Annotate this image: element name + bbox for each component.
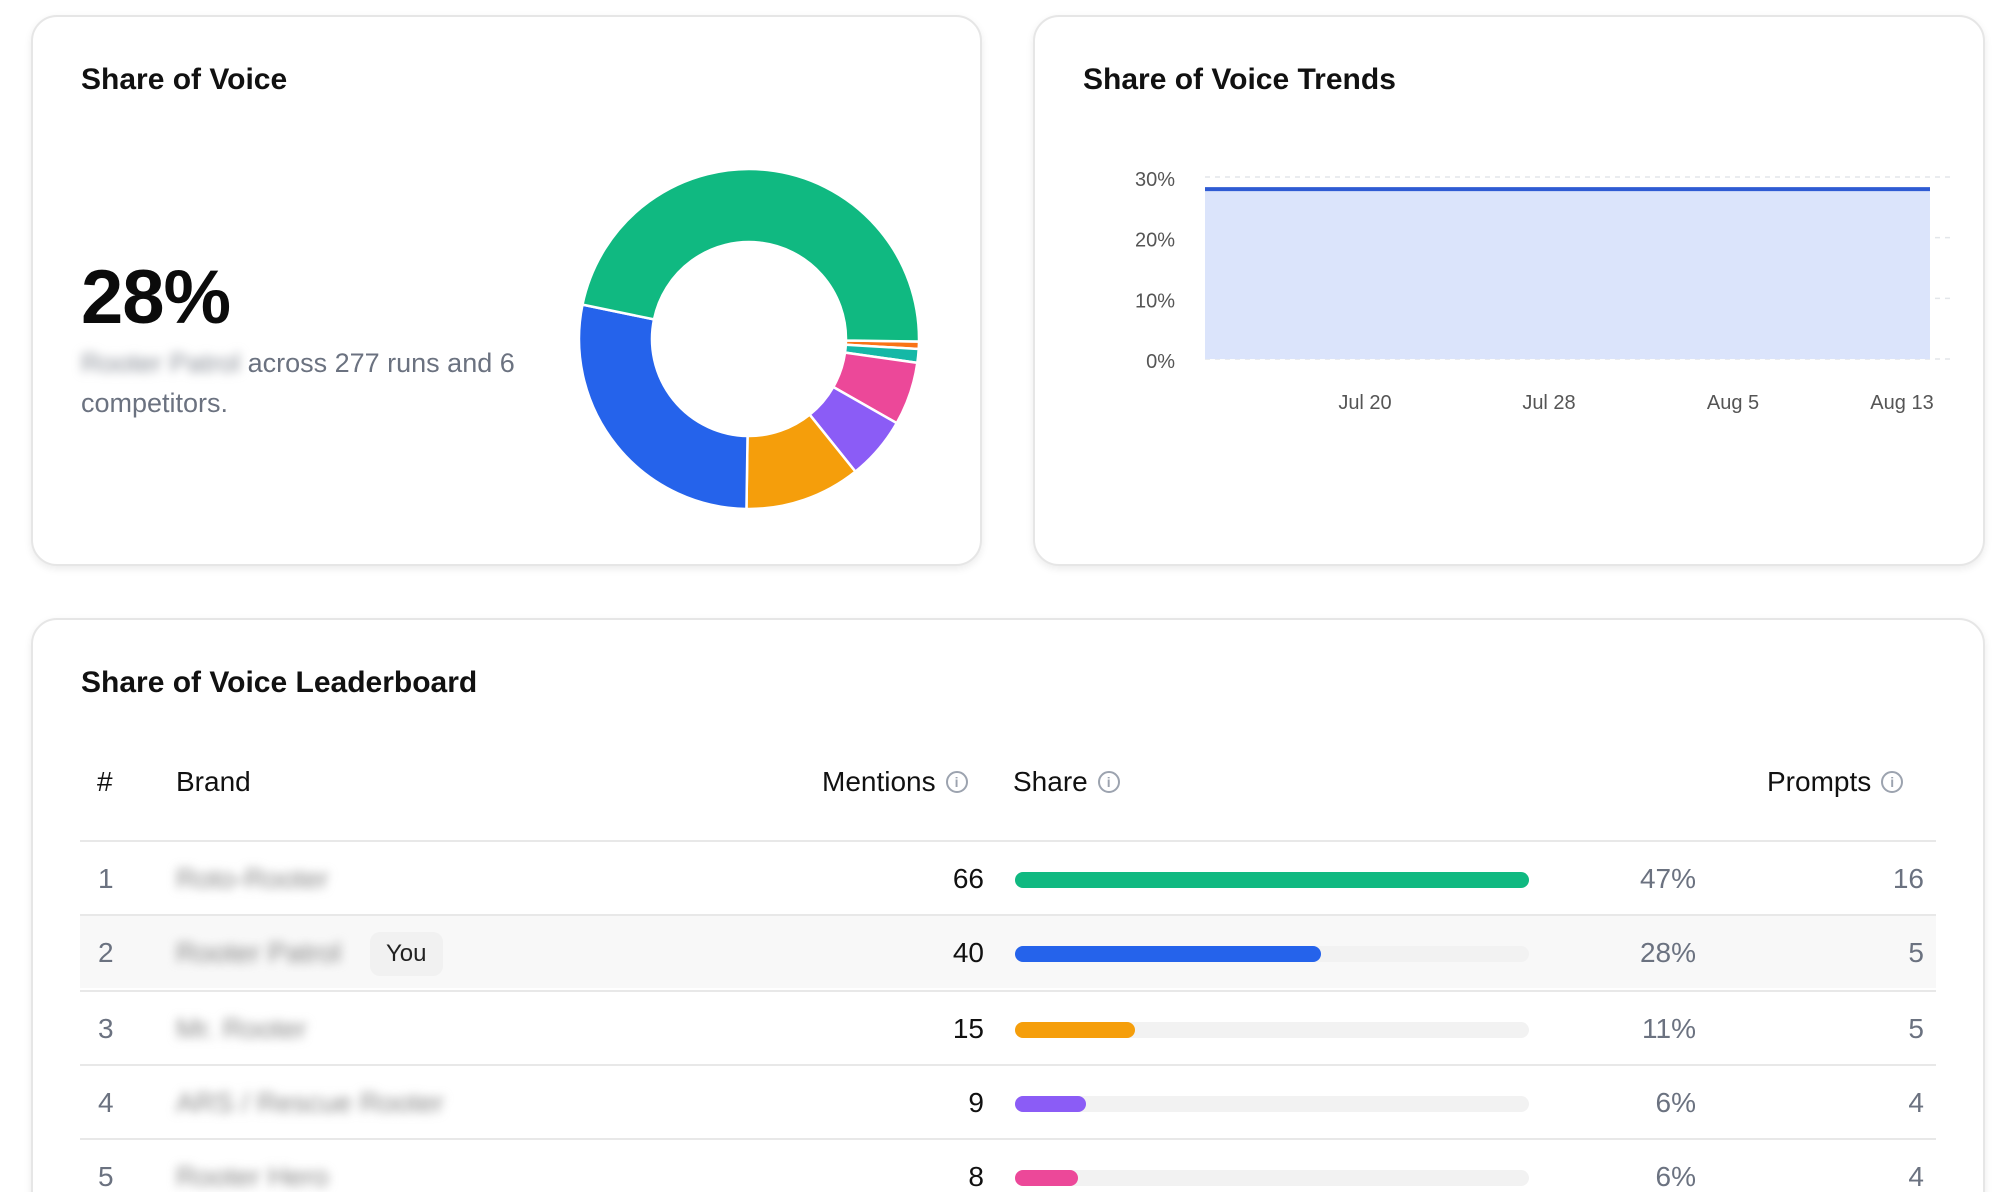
brand-cell: ARS / Rescue Rooter (176, 1087, 444, 1118)
brand-name-blurred: Rooter Patrol (81, 348, 241, 378)
share-cell: 47% (1639, 863, 1696, 894)
prompts-label: Prompts (1767, 766, 1872, 797)
table-row[interactable]: 3 Mr. Rooter 15 11% 5 (80, 990, 1936, 1064)
rank-cell: 1 (98, 863, 114, 894)
mentions-cell: 40 (952, 937, 984, 968)
y-tick-label: 30% (1135, 169, 1175, 191)
y-tick-label: 20% (1135, 230, 1175, 252)
donut-slice-2[interactable] (577, 303, 749, 511)
rank-cell: 2 (98, 937, 114, 968)
prompts-cell: 5 (1908, 937, 1924, 968)
x-tick-label: Aug 5 (1707, 392, 1759, 414)
column-header-rank: # (97, 766, 113, 797)
mentions-cell: 8 (968, 1161, 984, 1192)
column-header-share: Share i (1013, 762, 1120, 802)
share-of-voice-donut-chart (577, 167, 921, 511)
prompts-cell: 4 (1908, 1087, 1924, 1118)
prompts-cell: 5 (1908, 1013, 1924, 1044)
share-info-icon[interactable]: i (1097, 770, 1120, 793)
prompts-info-icon[interactable]: i (1881, 770, 1904, 793)
trends-area-chart: 0% 10% 20% 30% Jul 20 Jul 28 Aug 5 Aug 13 (1135, 169, 1950, 414)
share-of-voice-title: Share of Voice (81, 63, 288, 96)
brand-cell: Mr. Rooter (176, 1013, 307, 1044)
share-of-voice-description: Rooter Patrol across 277 runs and 6 comp… (81, 343, 551, 423)
leaderboard-title: Share of Voice Leaderboard (81, 666, 478, 699)
rank-cell: 3 (98, 1013, 114, 1044)
brand-cell: Rooter Hero (176, 1161, 329, 1192)
mentions-cell: 15 (952, 1013, 984, 1044)
y-tick-label: 10% (1135, 290, 1175, 312)
share-of-voice-card: Share of Voice 28% Rooter Patrol across … (31, 15, 982, 566)
table-row[interactable]: 4 ARS / Rescue Rooter 9 6% 4 (80, 1064, 1936, 1138)
share-bar-track (1015, 1096, 1529, 1112)
share-bar-fill (1015, 1170, 1079, 1186)
trend-area-fill (1205, 189, 1930, 359)
leaderboard-card: Share of Voice Leaderboard (31, 618, 1985, 1192)
share-bar-fill (1015, 1096, 1087, 1112)
prompts-cell: 16 (1892, 863, 1924, 894)
mentions-cell: 9 (968, 1087, 984, 1118)
share-bar-track (1015, 1170, 1529, 1186)
column-header-mentions: Mentions i (822, 762, 968, 802)
mentions-label: Mentions (822, 766, 936, 797)
trends-title: Share of Voice Trends (1083, 63, 1396, 96)
share-cell: 28% (1639, 937, 1696, 968)
prompts-cell: 4 (1908, 1161, 1924, 1192)
x-tick-label: Jul 20 (1338, 392, 1391, 414)
share-of-voice-percent: 28% (81, 255, 231, 340)
share-bar-fill (1015, 1022, 1136, 1038)
x-tick-label: Jul 28 (1522, 392, 1575, 414)
column-header-brand: Brand (176, 766, 251, 797)
brand-cell: Roto-Rooter (176, 863, 329, 894)
column-header-prompts: Prompts i (1767, 762, 1904, 802)
rank-cell: 4 (98, 1087, 114, 1118)
x-tick-label: Aug 13 (1870, 392, 1933, 414)
mentions-info-icon[interactable]: i (945, 770, 968, 793)
mentions-cell: 66 (952, 863, 984, 894)
share-label: Share (1013, 766, 1088, 797)
share-of-voice-trends-card: Share of Voice Trends 0% 10% 20% 30% Jul 20 J… (1033, 15, 1985, 566)
share-cell: 6% (1655, 1161, 1696, 1192)
rank-cell: 5 (98, 1161, 114, 1192)
description-rest: across 277 runs and 6 competitors. (81, 348, 515, 418)
share-cell: 6% (1655, 1087, 1696, 1118)
you-badge: You (370, 932, 443, 976)
share-bar-fill (1015, 946, 1322, 962)
share-cell: 11% (1642, 1013, 1696, 1044)
table-row[interactable]: 2 Rooter Patrol 40 28% 5 You (80, 914, 1936, 988)
brand-cell: Rooter Patrol (176, 937, 341, 968)
share-bar-fill (1015, 872, 1529, 888)
table-row[interactable]: 1 Roto-Rooter 66 47% 16 (80, 840, 1936, 914)
share-bar-track (1015, 872, 1529, 888)
donut-slice-1[interactable] (581, 167, 921, 343)
table-row[interactable]: 5 Rooter Hero 8 6% 4 (80, 1138, 1936, 1192)
y-tick-label: 0% (1146, 351, 1175, 373)
share-bar-track (1015, 1022, 1529, 1038)
share-bar-track (1015, 946, 1529, 962)
